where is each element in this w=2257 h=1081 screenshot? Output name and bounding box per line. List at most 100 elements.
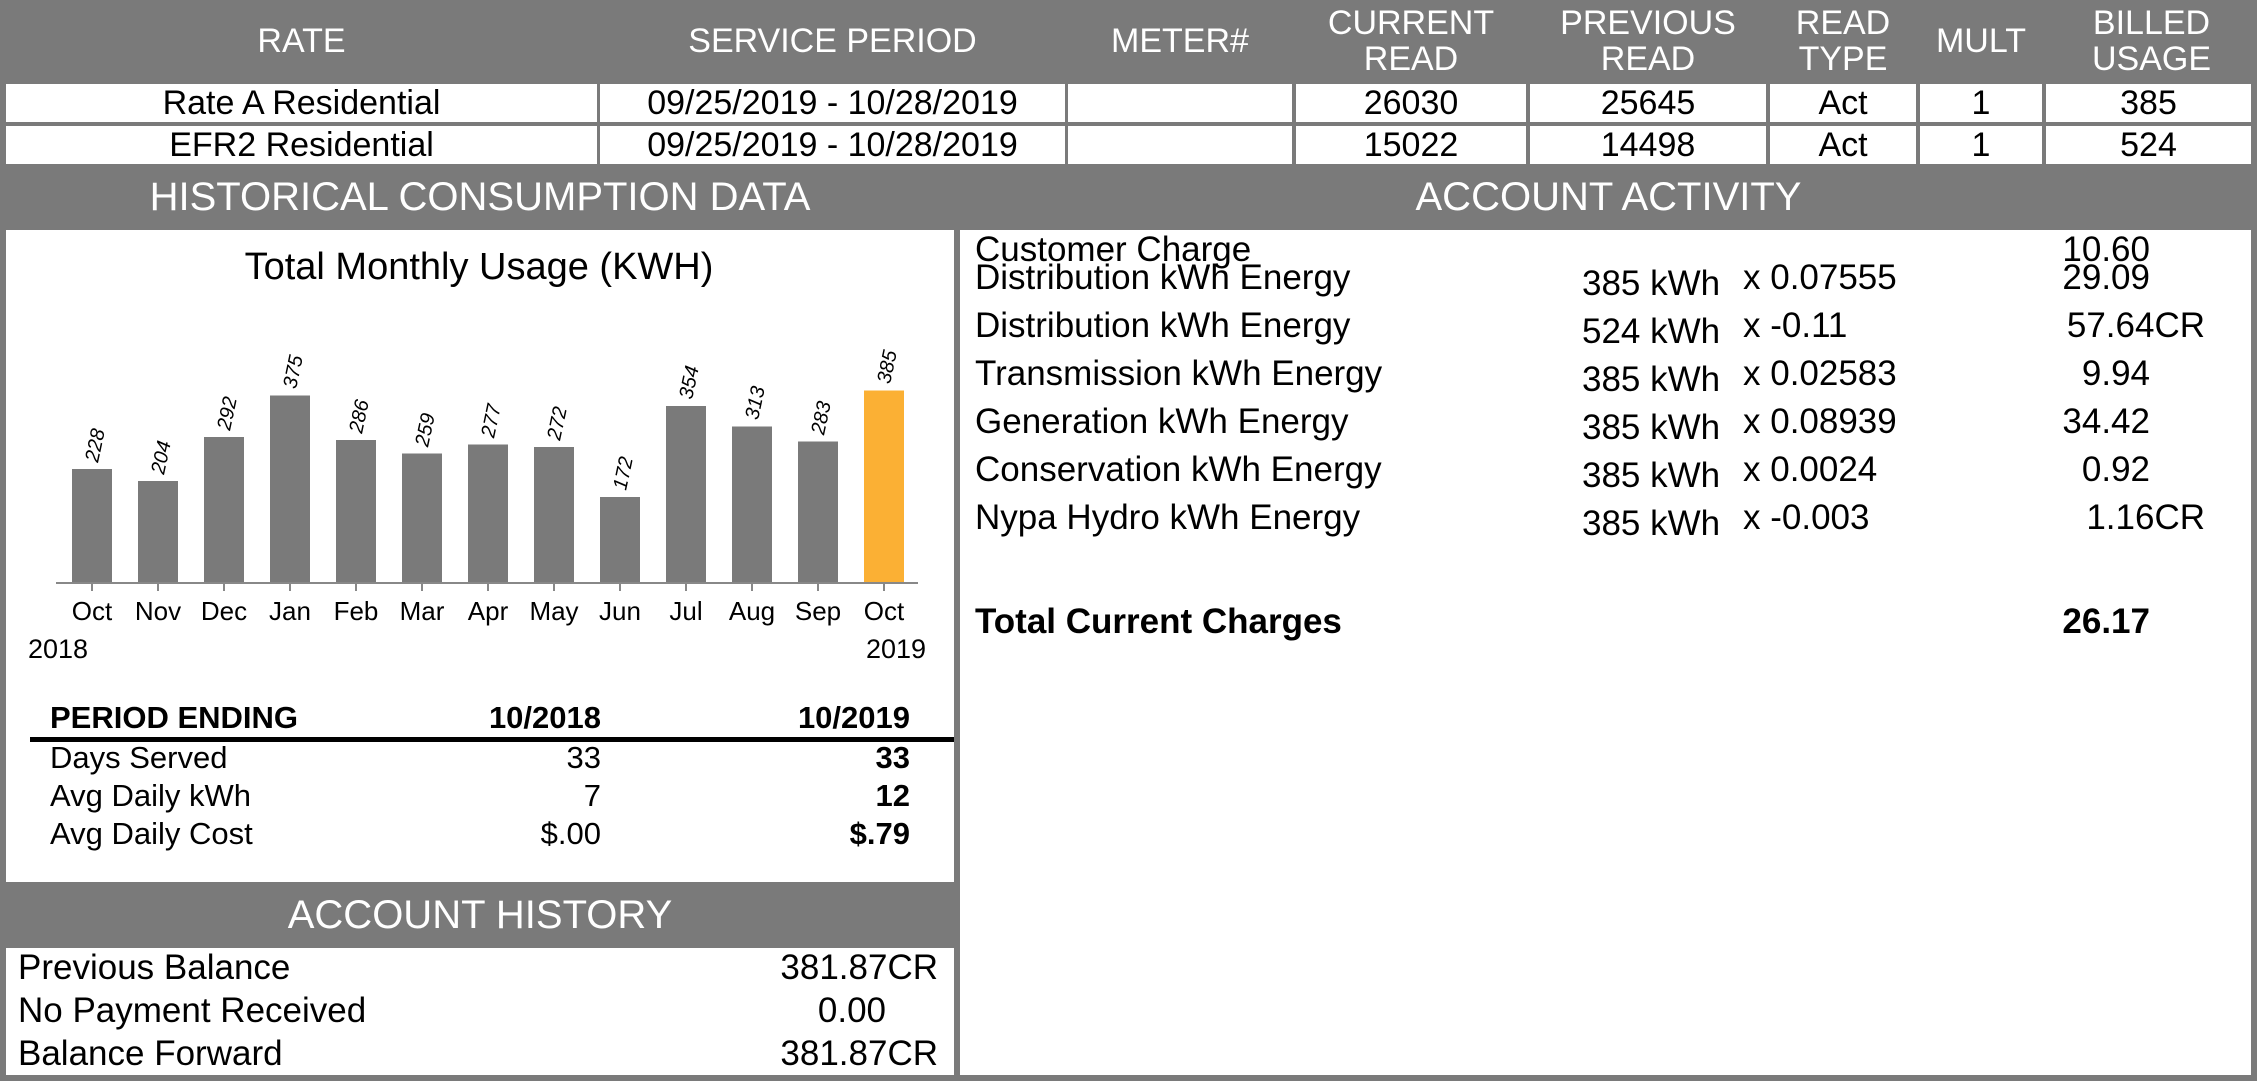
- activity-rate: x 0.02583: [1743, 354, 1897, 393]
- usage-chart: Total Monthly Usage (KWH) 228 204 292 375 28…: [28, 246, 926, 664]
- activity-label: Transmission kWh Energy: [975, 354, 1383, 393]
- activity-label: Distribution kWh Energy: [975, 258, 1351, 297]
- x-tick-label: Feb: [334, 596, 379, 626]
- period-2019-days: 33: [875, 740, 910, 775]
- header-billed-usage-line2: USAGE: [2091, 40, 2212, 78]
- activity-label: Nypa Hydro kWh Energy: [975, 498, 1361, 537]
- period-table-divider: [30, 737, 954, 742]
- activity-amount: 0.92: [2081, 450, 2150, 489]
- period-2018-kwh: 7: [583, 778, 601, 813]
- cell-read-type: Act: [1770, 84, 1916, 122]
- header-read-type: READ TYPE: [1770, 0, 1916, 82]
- activity-usage: 524 kWh: [1582, 312, 1721, 351]
- cell-service-period: 09/25/2019 - 10/28/2019: [600, 126, 1065, 164]
- header-current-read: CURRENT READ: [1296, 0, 1526, 82]
- cell-mult: 1: [1920, 126, 2042, 164]
- cell-meter: [1068, 126, 1292, 164]
- period-label-cost: Avg Daily Cost: [50, 816, 253, 851]
- activity-usage: 385 kWh: [1582, 408, 1721, 447]
- activity-rate: x -0.11: [1743, 306, 1848, 345]
- chart-data-label: 354: [675, 364, 703, 401]
- chart-data-label: 272: [543, 405, 572, 443]
- activity-label: Customer Charge: [975, 230, 1252, 269]
- period-2019-kwh: 12: [875, 778, 910, 813]
- chart-data-label: 292: [213, 395, 242, 433]
- chart-bar: [798, 441, 838, 583]
- chart-bar: [600, 497, 640, 583]
- chart-bar: [138, 481, 178, 583]
- header-mult: MULT: [1935, 22, 2027, 60]
- x-tick-label: Jan: [269, 596, 311, 626]
- cell-billed-usage: 524: [2046, 126, 2251, 164]
- chart-bar: [72, 469, 112, 583]
- chart-data-label: 228: [81, 427, 110, 465]
- header-billed-usage: BILLED USAGE: [2046, 0, 2257, 82]
- header-billed-usage-line1: BILLED: [2092, 4, 2211, 42]
- activity-usage: 385 kWh: [1582, 360, 1721, 399]
- header-previous-read-line2: READ: [1600, 40, 1696, 78]
- chart-bar: [534, 447, 574, 583]
- activity-usage: 385 kWh: [1582, 504, 1721, 543]
- activity-amount: 10.60: [2062, 230, 2150, 269]
- chart-data-label: 375: [279, 352, 308, 390]
- activity-amount: 57.64CR: [2066, 306, 2205, 345]
- total-charges-label: Total Current Charges: [975, 602, 1342, 641]
- account-activity-heading: ACCOUNT ACTIVITY: [1415, 174, 1802, 219]
- cell-current-read: 26030: [1296, 84, 1526, 122]
- activity-amount: 34.42: [2062, 402, 2150, 441]
- x-end-year: 2019: [866, 634, 926, 664]
- cell-rate: Rate A Residential: [6, 84, 597, 122]
- activity-usage: 385 kWh: [1582, 264, 1721, 303]
- account-history-panel: Previous Balance 381.87CR No Payment Rec…: [6, 948, 954, 1075]
- chart-data-label: 313: [741, 384, 769, 421]
- period-ending-header: PERIOD ENDING: [50, 700, 299, 735]
- chart-data-label: 204: [147, 439, 176, 477]
- cell-read-type: Act: [1770, 126, 1916, 164]
- activity-amount: 29.09: [2062, 258, 2150, 297]
- x-tick-label: Jun: [599, 596, 641, 626]
- history-label-previous: Previous Balance: [18, 948, 291, 987]
- chart-data-label: 385: [873, 347, 902, 385]
- chart-bar: [666, 406, 706, 583]
- cell-meter: [1068, 84, 1292, 122]
- header-read-type-line1: READ: [1795, 4, 1891, 42]
- x-tick-label: Aug: [729, 596, 775, 626]
- header-previous-read: PREVIOUS READ: [1530, 0, 1766, 82]
- cell-previous-read: 14498: [1530, 126, 1766, 164]
- chart-data-label: 286: [345, 397, 374, 436]
- period-label-kwh: Avg Daily kWh: [50, 778, 251, 813]
- header-previous-read-line1: PREVIOUS: [1560, 4, 1736, 42]
- x-start-year: 2018: [28, 634, 88, 664]
- period-2019-cost: $.79: [849, 816, 910, 851]
- total-charges-amount: 26.17: [2062, 602, 2150, 641]
- x-tick-label: Apr: [468, 596, 509, 626]
- cell-current-read: 15022: [1296, 126, 1526, 164]
- cell-rate: EFR2 Residential: [6, 126, 597, 164]
- activity-rate: x 0.0024: [1743, 450, 1878, 489]
- period-col-2019-header: 10/2019: [797, 700, 910, 735]
- x-tick-label: May: [529, 596, 578, 626]
- activity-amount: 1.16CR: [2086, 498, 2205, 537]
- x-tick-label: Oct: [72, 596, 113, 626]
- history-value-previous: 381.87CR: [780, 948, 938, 987]
- header-meter: METER#: [1111, 22, 1249, 60]
- cell-service-period: 09/25/2019 - 10/28/2019: [600, 84, 1065, 122]
- x-tick-label: Sep: [795, 596, 841, 626]
- chart-title: Total Monthly Usage (KWH): [245, 246, 714, 288]
- activity-label: Distribution kWh Energy: [975, 306, 1351, 345]
- historical-panel: Total Monthly Usage (KWH) 228 204 292 375 28…: [6, 230, 954, 882]
- history-label-payment: No Payment Received: [18, 991, 367, 1030]
- header-service-period: SERVICE PERIOD: [688, 22, 977, 60]
- chart-data-label: 277: [477, 401, 506, 440]
- chart-bar: [468, 444, 508, 583]
- period-2018-cost: $.00: [540, 816, 601, 851]
- header-current-read-line2: READ: [1363, 40, 1459, 78]
- chart-bar: [270, 395, 310, 583]
- activity-label: Generation kWh Energy: [975, 402, 1349, 441]
- cell-previous-read: 25645: [1530, 84, 1766, 122]
- header-current-read-line1: CURRENT: [1327, 4, 1495, 42]
- cell-billed-usage: 385: [2046, 84, 2251, 122]
- x-tick-label: Mar: [400, 596, 445, 626]
- history-value-payment: 0.00: [817, 991, 886, 1030]
- header-rate: RATE: [257, 22, 346, 60]
